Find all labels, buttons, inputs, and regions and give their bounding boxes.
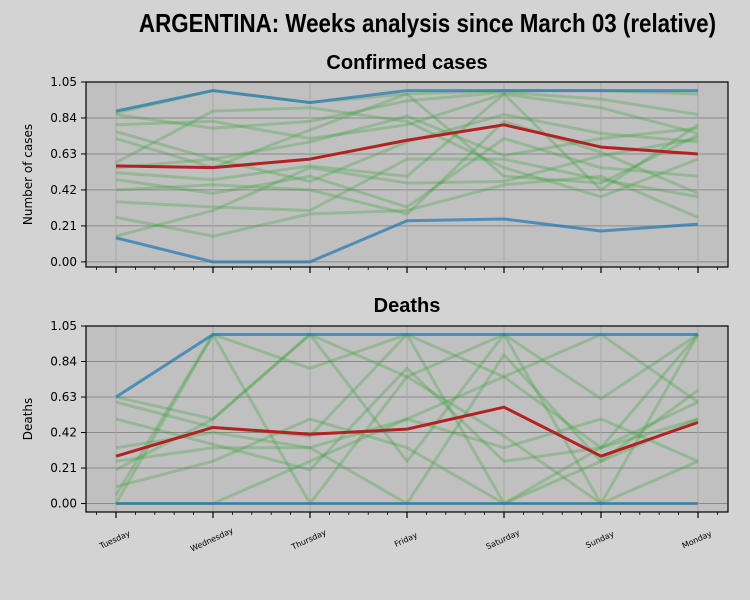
panel-deaths: Deaths 0.00 0.21 0.42 0.63 0.84 1.05 Tuesday Wed…	[21, 295, 729, 554]
week-series-line	[115, 137, 699, 238]
week-series-line	[115, 137, 699, 209]
week-series-line	[115, 333, 700, 506]
panel-title: Deaths	[374, 295, 441, 317]
figure-title: ARGENTINA: Weeks analysis since March 03…	[139, 9, 716, 38]
y-tick-label: 0.00	[50, 497, 77, 511]
y-tick-label: 0.84	[50, 355, 77, 369]
week-series-line	[115, 119, 699, 216]
y-tick-label: 0.00	[50, 255, 77, 269]
y-tick-label: 1.05	[50, 319, 77, 333]
y-axis-label: Deaths	[21, 398, 35, 441]
mean-line	[115, 405, 699, 458]
x-tick-label: Sunday	[584, 529, 615, 550]
week-series-line	[115, 92, 699, 192]
y-tick-label: 0.42	[50, 183, 77, 197]
y-tick-label: 0.21	[50, 219, 77, 233]
week-series-line	[115, 157, 699, 212]
x-tick-label: Friday	[393, 530, 419, 549]
axes-frame	[85, 325, 729, 513]
y-axis-label: Number of cases	[21, 124, 35, 225]
panel-confirmed-cases: Confirmed cases 0.00 0.21 0.42 0.63 0.84 1.05 N…	[21, 52, 729, 273]
y-tick-label: 0.21	[50, 461, 77, 475]
x-tick-label: Wednesday	[189, 526, 235, 554]
x-tick-label: Monday	[681, 529, 714, 551]
x-tick-label: Saturday	[485, 528, 522, 552]
week-series-line	[115, 113, 699, 183]
y-tick-label: 0.63	[50, 390, 77, 404]
mean-line	[115, 123, 699, 170]
y-tick-label: 0.42	[50, 426, 77, 440]
x-tick-label: Thursday	[289, 528, 328, 552]
y-tick-label: 0.63	[50, 147, 77, 161]
week-series-line	[115, 174, 699, 238]
panel-title: Confirmed cases	[326, 52, 487, 74]
week-series-line	[115, 366, 699, 472]
week-series-line	[115, 92, 699, 141]
x-tick-label: Tuesday	[97, 529, 131, 551]
upper-bound-line	[115, 89, 698, 113]
week-series-line	[115, 114, 699, 161]
upper-bound-line	[115, 332, 698, 399]
lower-bound-line	[115, 217, 699, 264]
week-series-line	[115, 106, 699, 199]
y-tick-label: 0.84	[50, 111, 77, 125]
week-series-line	[115, 417, 699, 463]
y-tick-label: 1.05	[50, 75, 77, 89]
axes-frame	[85, 81, 729, 268]
week-series-line	[115, 90, 699, 130]
